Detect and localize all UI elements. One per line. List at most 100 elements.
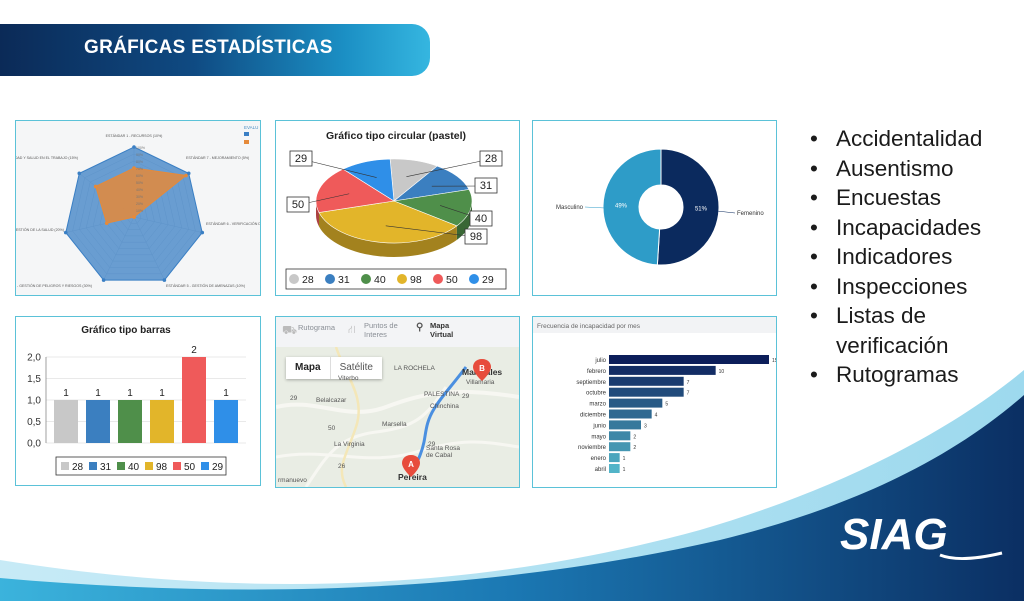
pie-legend-swatch[interactable] xyxy=(433,274,443,284)
hbar-category-label: noviembre xyxy=(578,445,607,451)
pie-legend-swatch[interactable] xyxy=(361,274,371,284)
bar-chart-panel: Gráfico tipo barras 0,0 0,5 1,0 1,5 2,0 1 1 1 1 2… xyxy=(15,316,261,486)
radar-point[interactable] xyxy=(104,221,109,226)
bar-legend-label[interactable]: 98 xyxy=(156,462,168,473)
bar-legend-label[interactable]: 28 xyxy=(72,462,84,473)
pie-label-box xyxy=(289,150,313,167)
map-canvas[interactable]: Mapa Satélite Manizales Villamaria Belal… xyxy=(276,347,519,487)
pie-legend-swatch[interactable] xyxy=(289,274,299,284)
bar-legend-label[interactable]: 31 xyxy=(100,462,112,473)
bar-legend-label[interactable]: 50 xyxy=(184,462,196,473)
feature-label: Indicadores xyxy=(836,244,953,269)
radar-point[interactable] xyxy=(184,173,188,178)
bullet-icon: • xyxy=(810,214,818,240)
hbar-value-label: 7 xyxy=(687,391,690,397)
pie-legend-label[interactable]: 50 xyxy=(446,274,458,286)
hbar-category-label: febrero xyxy=(587,369,607,375)
hbar-bar[interactable] xyxy=(609,464,620,473)
feature-label: Rutogramas xyxy=(836,362,959,387)
radar-axis-label: ESTÁNDAR 4 - GESTIÓN DE PELIGROS Y RIESG… xyxy=(16,283,92,288)
bar-legend-swatch[interactable] xyxy=(173,462,181,470)
bar-legend-swatch[interactable] xyxy=(61,462,69,470)
hbar-value-label: 15 xyxy=(772,358,776,364)
pie-legend-label[interactable]: 40 xyxy=(374,274,386,286)
hbar-bar[interactable] xyxy=(609,355,769,364)
hbar-chart-title: Frecuencia de incapacidad por mes xyxy=(537,323,641,330)
radar-tick-label: 70% xyxy=(136,167,143,171)
radar-point[interactable] xyxy=(132,145,136,149)
bar[interactable] xyxy=(214,400,238,443)
pie-data-label: 40 xyxy=(475,213,487,225)
radar-point[interactable] xyxy=(93,184,98,189)
hbar-bar[interactable] xyxy=(609,387,684,397)
pie-legend-label[interactable]: 28 xyxy=(302,274,314,286)
map-type-mapa[interactable]: Mapa xyxy=(295,362,321,373)
bullet-icon: • xyxy=(810,185,818,210)
donut-slice[interactable] xyxy=(656,148,720,266)
pie-slice[interactable] xyxy=(318,200,458,244)
radar-point[interactable] xyxy=(162,278,167,282)
pie-legend-swatch[interactable] xyxy=(469,274,479,284)
pie-legend-swatch[interactable] xyxy=(325,274,335,284)
radar-point[interactable] xyxy=(63,230,68,235)
radar-point[interactable] xyxy=(200,230,205,235)
feature-label: Incapacidades xyxy=(836,214,982,240)
radar-point[interactable] xyxy=(186,171,191,176)
map-label: Villamaria xyxy=(466,379,495,386)
bar[interactable] xyxy=(182,357,206,443)
map-label: Viterbo xyxy=(338,375,359,382)
hbar-bar[interactable] xyxy=(609,420,641,430)
feature-label: Encuestas xyxy=(836,185,942,210)
pie-chart: Gráfico tipo circular (pastel) 28 31 40 98 5… xyxy=(285,130,507,290)
pie-slice[interactable] xyxy=(392,189,473,227)
radar-point[interactable] xyxy=(132,166,136,170)
pie-legend-label[interactable]: 98 xyxy=(410,274,422,286)
pie-legend-swatch[interactable] xyxy=(397,274,407,284)
bar-y-tick: 1,0 xyxy=(27,396,41,407)
pie-legend-label[interactable]: 31 xyxy=(338,274,350,286)
bar[interactable] xyxy=(54,400,78,443)
radar-point[interactable] xyxy=(101,278,106,282)
hbar-bar[interactable] xyxy=(609,376,684,386)
bar-legend-swatch[interactable] xyxy=(201,462,209,470)
bar-legend-swatch[interactable] xyxy=(117,462,125,470)
hbar-value-label: 2 xyxy=(633,445,636,451)
bar-legend-label[interactable]: 40 xyxy=(128,462,140,473)
bar-legend-swatch[interactable] xyxy=(89,462,97,470)
radar-point[interactable] xyxy=(77,171,82,176)
pie-legend-label[interactable]: 29 xyxy=(482,274,494,286)
hbar-bar[interactable] xyxy=(609,398,663,408)
map-route-shield: 29 xyxy=(428,441,436,448)
pie-label-leader xyxy=(385,225,477,238)
bar-legend-swatch[interactable] xyxy=(145,462,153,470)
hbar-bar[interactable] xyxy=(609,453,620,463)
hbar-bar[interactable] xyxy=(609,365,716,375)
radar-axis-label: ESTÁNDAR 3 - GESTIÓN DE LA SALUD (20%) xyxy=(16,227,64,232)
donut-leader xyxy=(584,206,606,209)
feature-item: • Ausentismo xyxy=(806,154,1016,184)
hbar-bar[interactable] xyxy=(609,431,631,441)
donut-slice[interactable] xyxy=(602,148,662,266)
hbar-bar[interactable] xyxy=(609,409,652,419)
map-type-satelite[interactable]: Satélite xyxy=(329,357,382,379)
map-label: LA ROCHELA xyxy=(394,365,435,372)
hbar-value-label: 7 xyxy=(687,380,690,386)
bar[interactable] xyxy=(150,400,174,443)
bar-value-label: 1 xyxy=(223,388,229,399)
hbar-category-label: mayo xyxy=(591,434,606,440)
hbar-bar[interactable] xyxy=(609,442,631,452)
pie-slice-side xyxy=(456,201,472,240)
pie-slice[interactable] xyxy=(315,168,395,213)
tab-rutograma[interactable]: Rutograma xyxy=(298,323,336,332)
radar-point[interactable] xyxy=(132,215,136,219)
bullet-icon: • xyxy=(810,126,818,151)
tab-mapa-virtual[interactable]: Mapa Virtual xyxy=(430,321,454,339)
tab-puntos-de-interes[interactable]: Puntos de Interes xyxy=(364,321,398,339)
feature-label: Listas de verificación xyxy=(836,303,949,358)
bar[interactable] xyxy=(118,400,142,443)
donut-category-label: Femenino xyxy=(737,211,764,217)
bar-chart: Gráfico tipo barras 0,0 0,5 1,0 1,5 2,0 1 1 1 1 2… xyxy=(27,325,246,476)
bar[interactable] xyxy=(86,400,110,443)
bar-legend-label[interactable]: 29 xyxy=(212,462,224,473)
map-route-shield: 50 xyxy=(328,425,336,432)
